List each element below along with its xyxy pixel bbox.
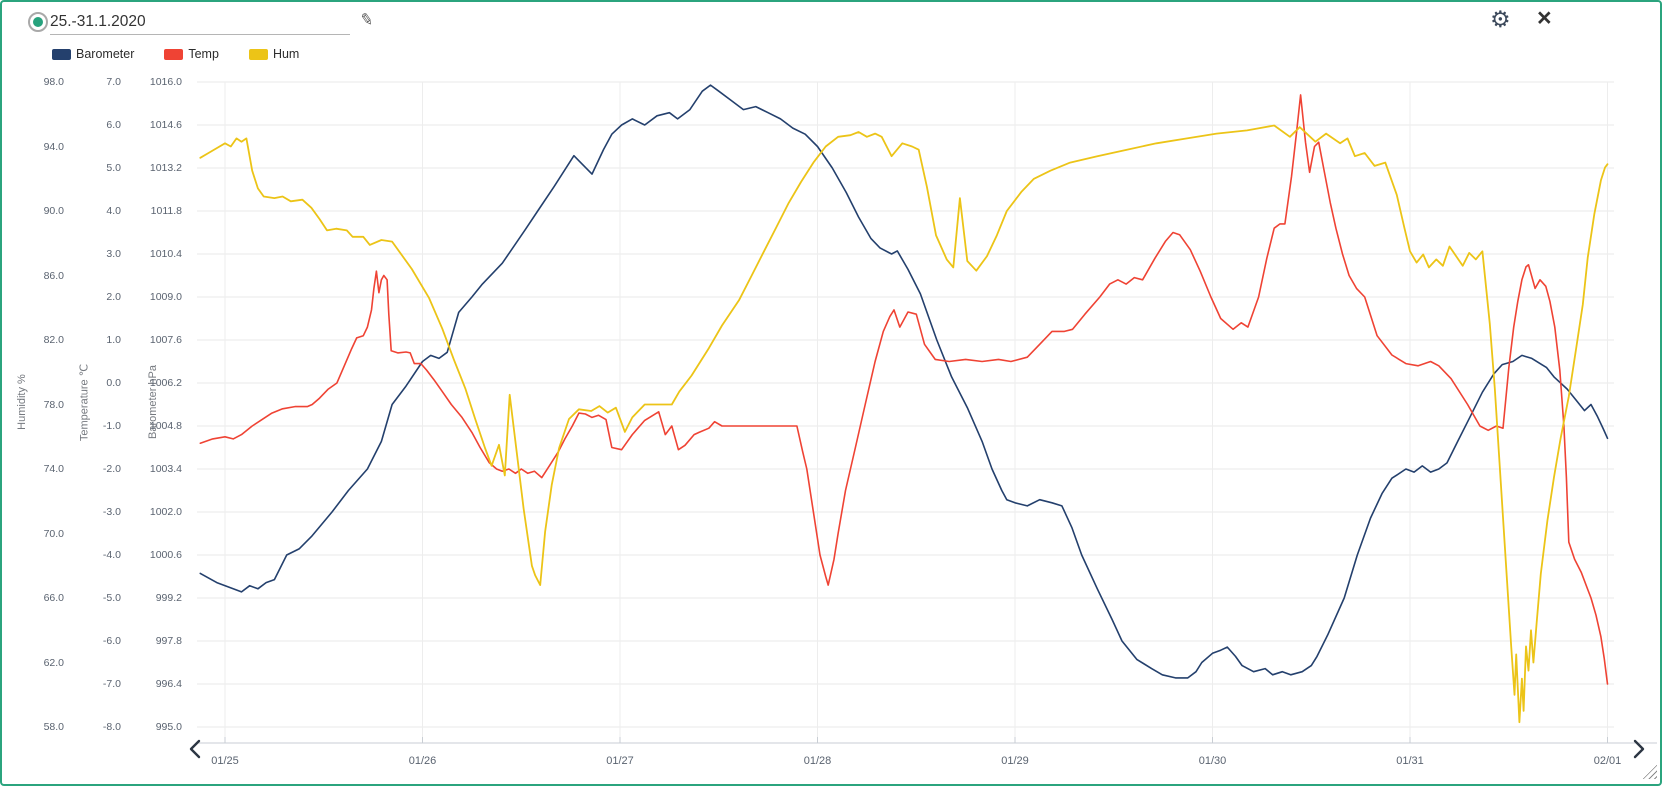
tick-label: -4.0 [102, 549, 121, 561]
tick-label: 82.0 [43, 334, 64, 346]
tick-label: 997.8 [155, 635, 182, 647]
tick-label: 0.0 [106, 377, 121, 389]
series-line-temp [199, 94, 1609, 685]
tick-label: 74.0 [43, 463, 64, 475]
tick-label: 996.4 [155, 678, 182, 690]
tick-label: 1014.6 [149, 119, 182, 131]
tick-label: 58.0 [43, 721, 64, 733]
tick-label: -8.0 [102, 721, 121, 733]
tick-label: 1013.2 [149, 162, 182, 174]
legend-swatch-icon [52, 48, 71, 60]
close-icon[interactable]: × [1537, 4, 1552, 32]
legend: Barometer Temp Hum [52, 47, 299, 61]
date-label: 01/31 [1396, 755, 1424, 767]
date-label: 01/29 [1001, 755, 1029, 767]
tick-label: 70.0 [43, 527, 64, 540]
legend-swatch-icon [164, 48, 184, 60]
tick-label: 4.0 [106, 205, 121, 217]
period-title-input[interactable] [50, 10, 350, 35]
tick-label: 86.0 [43, 269, 64, 282]
date-label: 01/28 [803, 755, 832, 767]
tick-label: 94.0 [43, 140, 64, 153]
tick-label: 1016.0 [149, 76, 182, 88]
date-label: 01/26 [408, 755, 437, 767]
tick-label: 2.0 [106, 291, 121, 303]
tick-label: -6.0 [102, 635, 121, 647]
tick-label: 5.0 [106, 162, 121, 174]
tick-label: 62.0 [43, 656, 64, 669]
date-label: 01/25 [211, 755, 239, 767]
tick-label: 6.0 [106, 119, 121, 131]
tick-label: 66.0 [43, 592, 64, 604]
tick-label: 1003.4 [149, 463, 182, 475]
chevron-right-icon[interactable] [1632, 739, 1646, 759]
radio-dot-icon [33, 17, 43, 27]
tick-label: 98.0 [43, 76, 64, 88]
series-line-barometer [199, 84, 1609, 679]
tick-label: 7.0 [106, 76, 121, 88]
tick-label: 78.0 [43, 398, 64, 411]
settings-gear-icon[interactable]: ⚙ [1490, 6, 1511, 32]
tick-label: 1007.6 [149, 334, 182, 346]
legend-label: Hum [272, 47, 300, 61]
legend-label: Temp [188, 47, 219, 61]
tick-label: 1.0 [106, 334, 121, 346]
tick-label: -2.0 [102, 463, 121, 475]
tick-label: -5.0 [102, 592, 121, 604]
tick-label: 1000.6 [149, 549, 182, 561]
tick-label: 1011.8 [150, 205, 182, 217]
chevron-left-icon[interactable] [188, 739, 202, 759]
legend-item-hum[interactable]: Hum [248, 47, 300, 61]
legend-item-temp[interactable]: Temp [164, 47, 219, 61]
tick-label: 1006.2 [149, 377, 182, 389]
tick-label: -3.0 [102, 506, 121, 518]
legend-label: Barometer [76, 47, 135, 61]
tick-label: 1004.8 [149, 420, 182, 432]
tick-label: -1.0 [102, 420, 121, 432]
date-label: 01/27 [606, 755, 634, 767]
tick-label: 1010.4 [149, 248, 182, 260]
date-label: 02/01 [1593, 755, 1622, 767]
tick-label: 3.0 [106, 248, 121, 260]
tick-label: -7.0 [102, 678, 121, 690]
tick-label: 90.0 [43, 205, 64, 217]
tick-label: 995.0 [155, 721, 182, 733]
tick-label: 1009.0 [149, 291, 182, 303]
tick-label: 999.2 [155, 592, 182, 604]
legend-swatch-icon [248, 48, 268, 60]
series-line-hum [199, 124, 1609, 724]
tick-label: 1002.0 [149, 506, 182, 518]
date-label: 01/30 [1198, 755, 1227, 767]
period-radio-button[interactable] [28, 12, 48, 32]
legend-item-barometer[interactable]: Barometer [52, 47, 134, 61]
